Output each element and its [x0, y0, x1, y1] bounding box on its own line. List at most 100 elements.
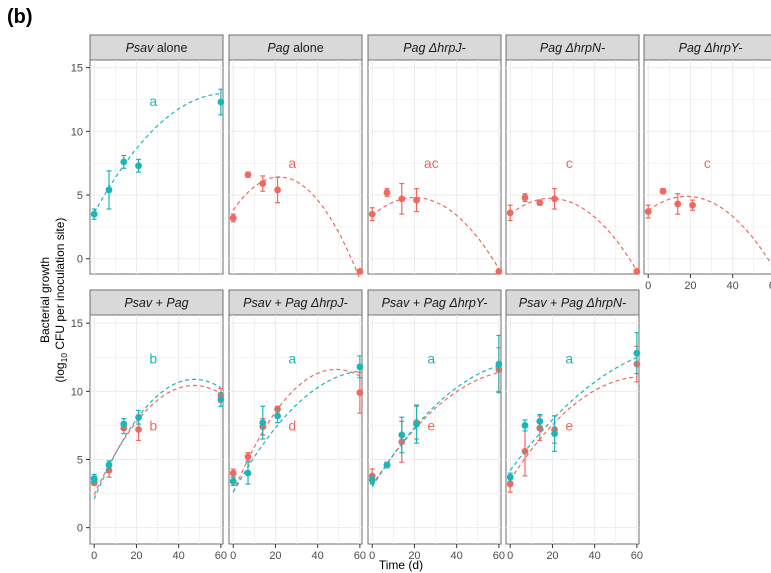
data-point-pag — [229, 469, 237, 477]
facet-title-part: Psav — [124, 296, 153, 310]
facet-title-part: Pag ΔhrpY- — [424, 296, 488, 310]
significance-letter: c — [566, 155, 573, 171]
facet-strip — [505, 34, 640, 61]
significance-letter: a — [288, 351, 296, 367]
facet-title: Pag ΔhrpY- — [679, 41, 743, 55]
data-point-psav — [506, 473, 514, 481]
panel-frame — [643, 59, 771, 275]
data-point-psav — [90, 475, 98, 482]
data-point-psav — [120, 420, 128, 428]
facet-strip — [89, 34, 224, 61]
data-point-pag — [398, 195, 406, 203]
y-axis-title-text: (log — [53, 362, 67, 382]
significance-letter: a — [149, 93, 157, 109]
facet-strip — [228, 34, 363, 61]
fit-line-psav — [232, 370, 360, 493]
y-axis-title-line2: (log10 CFU per inoculation site) — [53, 218, 69, 383]
facet-title-part: Pag ΔhrpJ- — [403, 41, 466, 55]
facet-title: Psav + Pag ΔhrpY- — [382, 296, 488, 310]
data-point-psav — [90, 210, 98, 218]
data-point-psav — [135, 162, 142, 170]
x-axis-title: Time (d) — [379, 558, 423, 572]
facet-title-part: Psav — [243, 296, 272, 310]
data-point-pag — [674, 200, 682, 208]
data-point-psav — [383, 461, 391, 469]
significance-letter: e — [427, 417, 435, 433]
y-tick-label: 10 — [71, 386, 83, 398]
facet-title-part: alone — [153, 41, 187, 55]
facet-title-part: + — [152, 296, 166, 310]
x-tick-label: 0 — [230, 550, 236, 562]
data-point-pag — [244, 453, 252, 461]
fit-line-psav — [93, 378, 222, 500]
facet-title-part: Pag ΔhrpN- — [561, 296, 626, 310]
x-tick-label: 0 — [369, 550, 375, 562]
panel-frame — [228, 314, 363, 545]
data-point-psav — [259, 419, 267, 427]
data-point-psav — [274, 412, 281, 420]
data-point-psav — [217, 98, 225, 106]
data-point-pag — [356, 268, 364, 275]
facet-title-part: alone — [290, 41, 324, 55]
data-point-pag — [644, 208, 652, 215]
fit-line-psav — [93, 93, 221, 214]
panel-frame — [367, 59, 502, 275]
fit-line-pag — [647, 195, 771, 265]
data-point-pag — [536, 199, 544, 207]
facet-strip — [367, 34, 502, 61]
data-point-psav — [120, 158, 128, 166]
panel-frame — [367, 314, 502, 545]
data-point-psav — [536, 417, 544, 425]
fit-line-pag — [509, 197, 638, 272]
facet-strip — [367, 289, 502, 316]
fit-line-pag — [509, 376, 637, 481]
significance-letter: b — [149, 351, 157, 367]
figure-label: (b) — [7, 6, 33, 28]
facet-panel: Pag ΔhrpN-c — [505, 34, 641, 275]
y-tick-label: 10 — [71, 126, 83, 138]
y-axis-title-text: CFU per inoculation site) — [53, 218, 67, 353]
facet-title-part: Pag — [166, 296, 188, 310]
fit-line-psav — [509, 356, 638, 471]
data-point-pag — [383, 189, 391, 196]
data-point-psav — [244, 469, 252, 477]
fit-line-psav — [371, 365, 500, 488]
data-point-pag — [413, 196, 420, 204]
facet-title-part: + — [409, 296, 423, 310]
facet-title: Pag alone — [267, 41, 323, 55]
facet-title-part: Pag — [267, 41, 289, 55]
facet-title: Pag ΔhrpN- — [540, 41, 605, 55]
data-point-pag — [368, 210, 376, 218]
data-point-pag — [356, 389, 364, 397]
facet-panel: Psav + Pag ΔhrpN- 0 20 40 60 a e — [505, 289, 643, 562]
facet-panel: Pag ΔhrpY- 0 20 40 60 c — [643, 34, 771, 292]
data-point-pag — [689, 201, 696, 209]
facet-panel: Psav + Pag ΔhrpY- 0 20 40 60 a e — [367, 289, 505, 562]
panel-frame — [505, 59, 640, 275]
fit-line-pag — [93, 384, 222, 496]
facet-panel: Psav + Pag 0 5 10 15 0 20 40 60 b b — [71, 289, 227, 562]
data-point-pag — [633, 268, 641, 275]
facet-title-part: Pag ΔhrpN- — [540, 41, 605, 55]
facet-title-part: Psav — [382, 296, 411, 310]
x-tick-label: 40 — [589, 550, 601, 562]
data-point-psav — [105, 186, 113, 194]
data-point-psav — [495, 360, 503, 368]
facet-title-part: Pag ΔhrpJ- — [285, 296, 348, 310]
data-point-psav — [368, 476, 376, 484]
data-point-pag — [244, 171, 252, 179]
x-tick-label: 20 — [130, 550, 142, 562]
panel-frame — [89, 314, 224, 545]
facet-title-part: Pag ΔhrpY- — [679, 41, 743, 55]
significance-letter: ac — [424, 155, 439, 171]
data-point-psav — [633, 349, 641, 357]
fit-line-pag — [232, 176, 361, 280]
facet-title-part: + — [547, 296, 561, 310]
facet-title-part: Psav — [519, 296, 548, 310]
significance-letter: b — [149, 417, 157, 433]
data-point-psav — [217, 396, 225, 403]
facet-title: Psav + Pag ΔhrpJ- — [243, 296, 348, 310]
data-point-pag — [495, 268, 503, 275]
x-tick-label: 0 — [91, 550, 97, 562]
panel-frame — [89, 59, 224, 275]
